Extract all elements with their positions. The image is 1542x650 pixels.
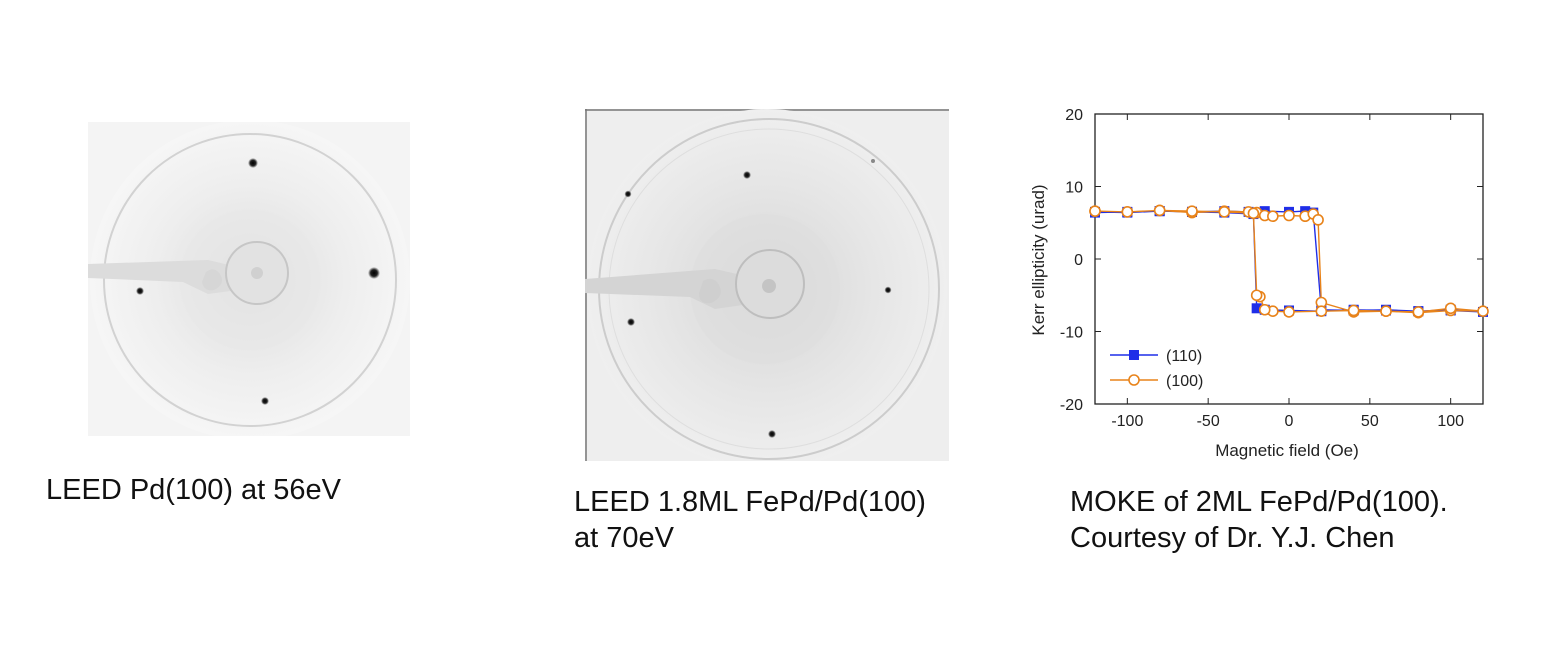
plot-border: [1094, 113, 1484, 405]
x-tick-label: -50: [1197, 413, 1220, 430]
data-point: [1186, 205, 1198, 217]
data-point: [1089, 205, 1101, 217]
y-tick-label: 10: [1065, 180, 1083, 197]
y-tick-label: -20: [1060, 397, 1083, 414]
data-point: [1315, 305, 1328, 317]
y-tick-label: -10: [1060, 325, 1083, 342]
data-point: [1218, 206, 1231, 218]
data-point: [1247, 207, 1260, 220]
legend-marker: [1129, 350, 1139, 360]
data-point: [1444, 302, 1457, 315]
x-axis-label: Magnetic field (Oe): [1215, 441, 1359, 460]
legend-label: (100): [1166, 373, 1203, 390]
x-tick-label: 0: [1285, 413, 1294, 430]
legend-label: (110): [1166, 348, 1202, 365]
plot-legend: (110) (100): [1110, 348, 1203, 390]
data-point: [1258, 303, 1271, 316]
plot-frame: [1094, 113, 1484, 405]
data-point: [1250, 289, 1263, 302]
data-point: [1477, 305, 1489, 317]
data-point: [1153, 204, 1166, 217]
y-axis-label: Kerr ellipticity (urad): [1029, 184, 1048, 335]
data-point: [1312, 214, 1324, 226]
series-line-1: [1094, 209, 1484, 314]
x-tick-label: 100: [1437, 413, 1464, 430]
data-point: [1251, 303, 1262, 314]
caption-leed-pd100-text: LEED Pd(100) at 56eV: [46, 474, 342, 506]
caption-leed-fepd-line2: at 70eV: [574, 522, 674, 554]
caption-moke-line1: MOKE of 2ML FePd/Pd(100).: [1070, 486, 1448, 518]
caption-leed-fepd-line1: LEED 1.8ML FePd/Pd(100): [574, 486, 926, 518]
data-point: [1412, 306, 1425, 318]
caption-moke: MOKE of 2ML FePd/Pd(100). Courtesy of Dr…: [1070, 484, 1448, 556]
caption-moke-line2: Courtesy of Dr. Y.J. Chen: [1070, 522, 1395, 554]
plot-series: [1089, 204, 1489, 319]
caption-leed-fepd: LEED 1.8ML FePd/Pd(100) at 70eV: [574, 484, 926, 556]
data-point: [1283, 306, 1295, 318]
leed-fepd-image: [585, 109, 949, 461]
y-tick-label: 0: [1074, 252, 1083, 269]
caption-leed-pd100: LEED Pd(100) at 56eV: [46, 472, 341, 508]
legend-marker: [1128, 374, 1140, 386]
y-tick-label: 20: [1065, 107, 1083, 124]
series-line-0: [1094, 210, 1484, 313]
x-tick-label: -100: [1111, 413, 1143, 430]
data-point: [1347, 304, 1360, 317]
leed-pd100-image: [88, 122, 410, 436]
data-point: [1380, 305, 1392, 317]
data-point: [1267, 210, 1279, 223]
data-point: [1121, 206, 1134, 218]
data-point: [1283, 209, 1295, 222]
x-tick-label: 50: [1361, 413, 1379, 430]
